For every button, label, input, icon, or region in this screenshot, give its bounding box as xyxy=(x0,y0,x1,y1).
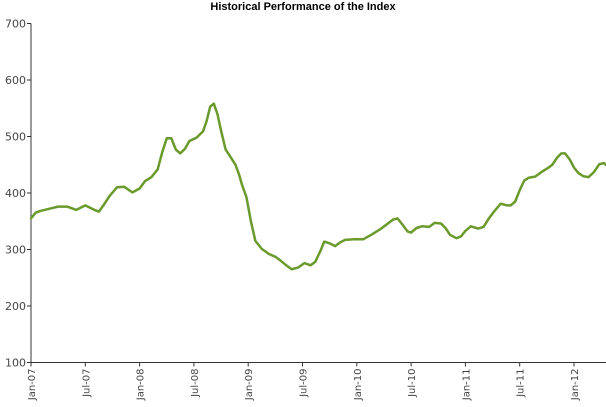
y-tick-label: 100 xyxy=(5,357,26,370)
y-tick-label: 200 xyxy=(5,300,26,313)
series-layer xyxy=(29,102,606,271)
x-tick-label: Jan-08 xyxy=(136,369,147,402)
x-tick-label: Jan-10 xyxy=(353,369,364,402)
x-tick-label: Jul-09 xyxy=(299,369,310,398)
x-tick-label: Jan-11 xyxy=(461,369,472,402)
x-tick-label: Jul-10 xyxy=(407,369,418,398)
y-tick-label: 700 xyxy=(5,18,26,31)
chart-title: Historical Performance of the Index xyxy=(210,1,396,13)
y-axis-ticks: 100 200 300 400 500 600 700 xyxy=(5,18,31,370)
x-tick-label: Jan-07 xyxy=(27,369,38,402)
y-tick-label: 500 xyxy=(5,131,26,144)
x-axis-ticks: Jan-07 Jul-07 Jan-08 Jul-08 Jan-09 Jul-09 Jan-… xyxy=(27,362,581,402)
y-tick-label: 600 xyxy=(5,74,26,87)
y-tick-label: 400 xyxy=(5,187,26,200)
x-tick-label: Jul-11 xyxy=(516,369,527,398)
series-line xyxy=(29,102,606,271)
x-tick-label: Jul-07 xyxy=(81,369,92,398)
x-tick-label: Jan-09 xyxy=(244,369,255,402)
x-tick-label: Jan-12 xyxy=(570,369,581,402)
y-tick-label: 300 xyxy=(5,244,26,257)
x-tick-label: Jul-08 xyxy=(190,369,201,398)
